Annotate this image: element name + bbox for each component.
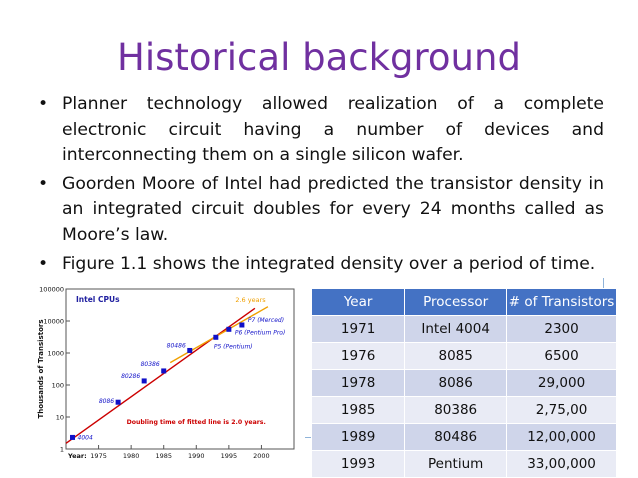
header-year: Year [310,288,406,316]
table-row: 1971 Intel 4004 2300 [310,315,617,343]
x-tick-label: 1980 [123,452,140,460]
bullet-text: Goorden Moore of Intel had predicted the… [62,173,604,245]
bullet-item: • Planner technology allowed realization… [38,92,604,169]
bullet-item: • Goorden Moore of Intel had predicted t… [38,172,604,249]
table-row: 1978 8086 29,000 [310,369,617,397]
plot-frame [65,288,295,450]
cell-processor: 80486 [404,423,508,451]
data-point [239,322,245,328]
table-row: 1993 Pentium 33,00,000 [310,450,617,478]
years-annotation: 2.6 years [235,296,266,304]
cell-transistors: 6500 [506,342,617,370]
x-axis-label: Year: [67,452,87,460]
y-tick-label: 10 [56,414,64,422]
fitted-line [65,307,256,444]
y-tick-label: 10000 [43,318,64,326]
chart-title: Intel CPUs [76,295,120,304]
cell-year: 1971 [310,315,406,343]
data-point [213,334,219,340]
point-label: 4004 [78,434,93,441]
point-label: 8086 [99,398,114,405]
x-tick-label: 1985 [155,452,172,460]
table-row: 1989 80486 12,00,000 [310,423,617,451]
cell-processor: Intel 4004 [404,315,508,343]
cell-processor: 8085 [404,342,508,370]
bullet-list: • Planner technology allowed realization… [38,92,604,280]
table-row: 1976 8085 6500 [310,342,617,370]
data-point [161,368,167,374]
processor-table: Year Processor # of Transistors 1971 Int… [310,288,617,478]
x-tick-label: 1990 [188,452,205,460]
data-point [226,326,232,332]
cell-processor: Pentium [404,450,508,478]
y-tick-label: 1000 [47,350,64,358]
cell-processor: 8086 [404,369,508,397]
cell-transistors: 29,000 [506,369,617,397]
cell-transistors: 2300 [506,315,617,343]
cell-transistors: 33,00,000 [506,450,617,478]
point-label: 80486 [167,342,186,349]
point-label: P5 (Pentium) [214,343,253,350]
point-label: 80386 [141,361,160,368]
x-tick-label: 1975 [90,452,107,460]
x-tick-label: 2000 [253,452,270,460]
data-point [187,347,193,353]
y-tick-label: 100000 [39,286,64,294]
cell-year: 1978 [310,369,406,397]
bullet-dot: • [38,173,49,194]
point-label: P7 (Merced) [248,317,284,324]
data-point [70,434,76,440]
data-point [115,399,121,405]
slide-title: Historical background [117,36,521,79]
point-label: 80286 [121,373,140,380]
moores-law-figure: 100000 10000 1000 100 10 1 1975 1980 1985 1990 199… [36,285,298,463]
y-tick-label: 1 [60,446,64,454]
x-tick-label: 1995 [221,452,238,460]
cell-year: 1985 [310,396,406,424]
bullet-dot: • [38,253,49,274]
cell-transistors: 2,75,00 [506,396,617,424]
y-axis-label: Thousands of Transistors [37,319,45,418]
cell-year: 1976 [310,342,406,370]
bullet-dot: • [38,94,49,114]
cell-transistors: 12,00,000 [506,423,617,451]
cell-processor: 80386 [404,396,508,424]
bullet-text: Planner technology allowed realization o… [62,94,604,166]
2.6-years-line [169,306,269,364]
bullet-item: • Figure 1.1 shows the integrated densit… [38,252,604,278]
table-header-row: Year Processor # of Transistors [310,288,617,316]
cell-year: 1989 [310,423,406,451]
header-processor: Processor [404,288,508,316]
table-row: 1985 80386 2,75,00 [310,396,617,424]
bullet-text: Figure 1.1 shows the integrated density … [62,253,596,274]
cell-year: 1993 [310,450,406,478]
transistor-chart: 100000 10000 1000 100 10 1 1975 1980 1985 1990 199… [37,286,295,460]
point-label: P6 (Pentium Pro) [235,329,285,336]
header-transistors: # of Transistors [506,288,617,316]
data-point [141,378,147,384]
y-tick-label: 100 [52,382,64,390]
doubling-annotation: Doubling time of fitted line is 2.0 year… [127,419,266,426]
